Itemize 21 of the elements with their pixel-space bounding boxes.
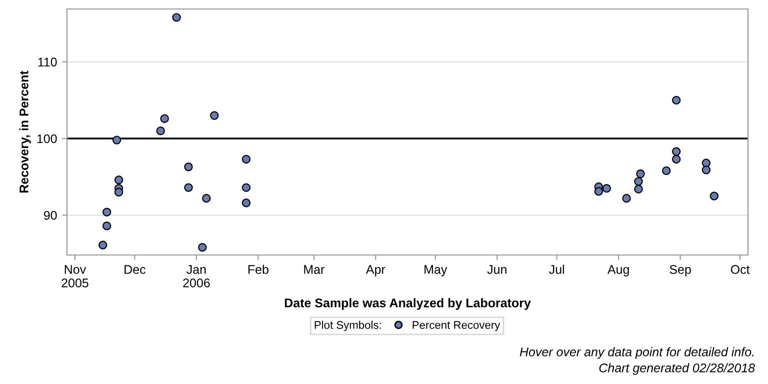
x-tick-label: Mar [304, 265, 324, 274]
x-tick-label: Oct [730, 265, 750, 274]
y-axis-title: Recovery, in Percent [19, 70, 31, 193]
x-tick-label: Jul [549, 264, 564, 274]
text: Hover over any data point for detailed info. [520, 347, 754, 359]
x-tick-label: Aug [607, 265, 629, 276]
x-axis-title: Date Sample was Analyzed by Laboratory [284, 298, 531, 310]
y-tick-label: 110 [38, 58, 57, 67]
x-tick-label: Nov 2005 [62, 265, 88, 288]
text: Chart generated 02/28/2018 [599, 363, 755, 375]
x-tick-label: Apr [366, 265, 386, 276]
y-tick-label: 100 [37, 134, 57, 144]
x-tick-label: Jun [487, 265, 506, 274]
x-tick-label: Feb [248, 264, 268, 274]
x-tick-label: Sep [670, 265, 691, 276]
legend-label: Percent Recovery [412, 321, 500, 332]
x-tick-label: Jan 2006 [183, 265, 210, 288]
legend-title: Plot Symbols: [314, 320, 381, 332]
y-tick-label: 90 [44, 210, 57, 220]
x-tick-label: Dec [124, 265, 146, 274]
x-tick-label: May [424, 265, 448, 276]
